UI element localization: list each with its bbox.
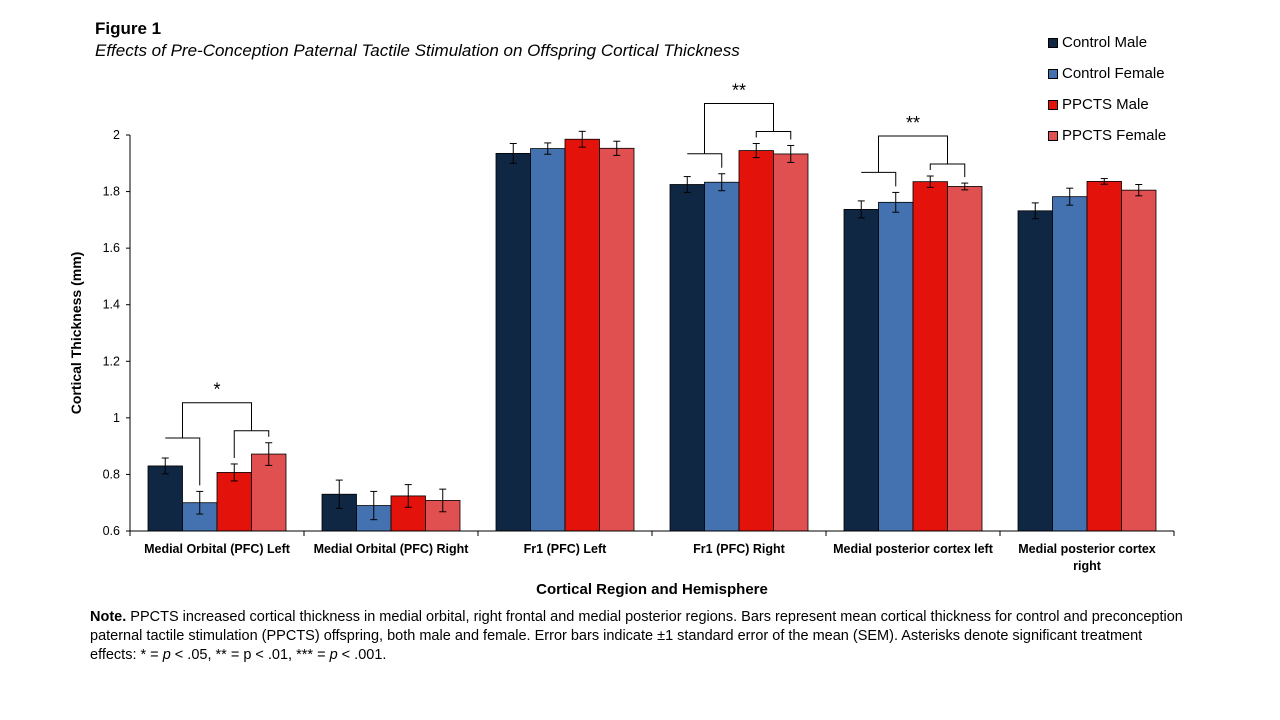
bar-0-3	[251, 453, 287, 532]
significance-bracket-1	[687, 102, 792, 168]
note-text-3: < .001.	[337, 647, 387, 663]
x-axis-title: Cortical Region and Hemisphere	[536, 581, 768, 598]
bar-4-3	[947, 186, 983, 532]
note-text-2: < .05, ** = p < .01, *** =	[170, 647, 330, 663]
significance-label-2: **	[906, 113, 920, 133]
x-tick-label-5-0: Medial posterior cortex	[1018, 542, 1156, 556]
bar-3-3	[773, 153, 809, 532]
error-bar-4-1	[892, 191, 900, 213]
bar-5-1	[1052, 196, 1088, 532]
error-bar-0-3	[265, 442, 273, 466]
bar-4-1	[878, 201, 914, 532]
error-bar-3-0	[683, 176, 691, 193]
error-bar-0-1	[196, 490, 204, 515]
error-bar-5-0	[1031, 202, 1039, 220]
legend-swatch-0	[1048, 37, 1058, 48]
x-tick-label-1-0: Medial Orbital (PFC) Right	[314, 542, 470, 556]
legend-item-2: PPCTS Male	[1048, 89, 1166, 120]
legend-swatch-3	[1048, 130, 1058, 141]
error-bar-3-2	[752, 142, 760, 159]
error-bar-4-2	[926, 175, 934, 188]
error-bar-5-1	[1066, 187, 1074, 206]
note-p-italic-2: p	[329, 647, 338, 663]
y-tick-label-4: 1.4	[103, 298, 120, 312]
error-bar-2-1	[544, 142, 552, 155]
significance-bracket-0	[165, 402, 270, 486]
error-bar-0-0	[161, 457, 169, 475]
bar-5-0	[1017, 210, 1053, 532]
y-tick-label-6: 1.8	[103, 185, 120, 199]
error-bar-4-3	[961, 182, 969, 191]
error-bar-2-0	[509, 142, 517, 164]
legend-label-3: PPCTS Female	[1062, 127, 1167, 144]
y-tick-label-0: 0.6	[103, 524, 120, 538]
note-p-italic-1: p	[162, 647, 171, 663]
bar-2-3	[599, 147, 635, 532]
x-tick-label-4-0: Medial posterior cortex left	[833, 542, 994, 556]
bar-2-2	[564, 138, 600, 532]
legend-label-0: Control Male	[1062, 34, 1148, 51]
error-bar-3-1	[718, 173, 726, 192]
bar-2-0	[495, 152, 531, 532]
y-tick-label-5: 1.6	[103, 241, 120, 255]
chart-legend: Control Male Control Female PPCTS Male PPCT…	[1048, 27, 1166, 151]
bar-5-3	[1121, 189, 1157, 532]
note-text-1: PPCTS increased cortical thickness in me…	[90, 609, 1183, 663]
y-tick-label-2: 1	[113, 411, 120, 425]
x-tick-label-5-1: right	[1073, 559, 1102, 573]
error-bar-2-2	[578, 130, 586, 148]
bar-5-2	[1086, 180, 1122, 532]
bar-2-1	[530, 148, 566, 532]
legend-swatch-1	[1048, 68, 1058, 79]
bar-3-1	[704, 181, 740, 532]
bar-3-0	[669, 184, 705, 532]
y-tick-label-7: 2	[113, 128, 120, 142]
error-bar-1-1	[370, 490, 378, 521]
significance-label-1: **	[732, 80, 746, 100]
figure-note: Note. PPCTS increased cortical thickness…	[90, 608, 1190, 665]
y-tick-label-1: 0.8	[103, 467, 120, 481]
legend-swatch-2	[1048, 99, 1058, 110]
significance-label-0: *	[213, 380, 220, 400]
error-bar-1-3	[439, 488, 447, 513]
error-bar-3-3	[787, 144, 795, 163]
error-bar-0-2	[230, 463, 238, 482]
y-tick-label-3: 1.2	[103, 354, 120, 368]
error-bar-5-3	[1135, 184, 1143, 197]
error-bar-2-3	[613, 140, 621, 156]
x-tick-label-0-0: Medial Orbital (PFC) Left	[144, 542, 291, 556]
bar-4-0	[843, 208, 879, 532]
error-bar-4-0	[857, 200, 865, 219]
bar-3-2	[738, 150, 774, 532]
legend-label-2: PPCTS Male	[1062, 96, 1149, 113]
x-tick-label-2-0: Fr1 (PFC) Left	[524, 542, 607, 556]
bar-0-0	[147, 465, 183, 532]
figure-title: Effects of Pre-Conception Paternal Tacti…	[95, 41, 740, 60]
legend-item-3: PPCTS Female	[1048, 120, 1166, 151]
bar-4-2	[912, 181, 948, 532]
legend-item-1: Control Female	[1048, 58, 1166, 89]
error-bar-5-2	[1100, 178, 1108, 185]
error-bar-1-0	[335, 479, 343, 509]
legend-label-1: Control Female	[1062, 65, 1165, 82]
y-axis-title: Cortical Thickness (mm)	[68, 252, 84, 415]
figure-label: Figure 1	[95, 19, 162, 38]
significance-bracket-2	[861, 135, 966, 187]
error-bar-1-2	[404, 484, 412, 508]
bar-0-2	[216, 472, 252, 532]
x-tick-label-3-0: Fr1 (PFC) Right	[693, 542, 785, 556]
legend-item-0: Control Male	[1048, 27, 1166, 58]
note-label: Note.	[90, 609, 127, 625]
